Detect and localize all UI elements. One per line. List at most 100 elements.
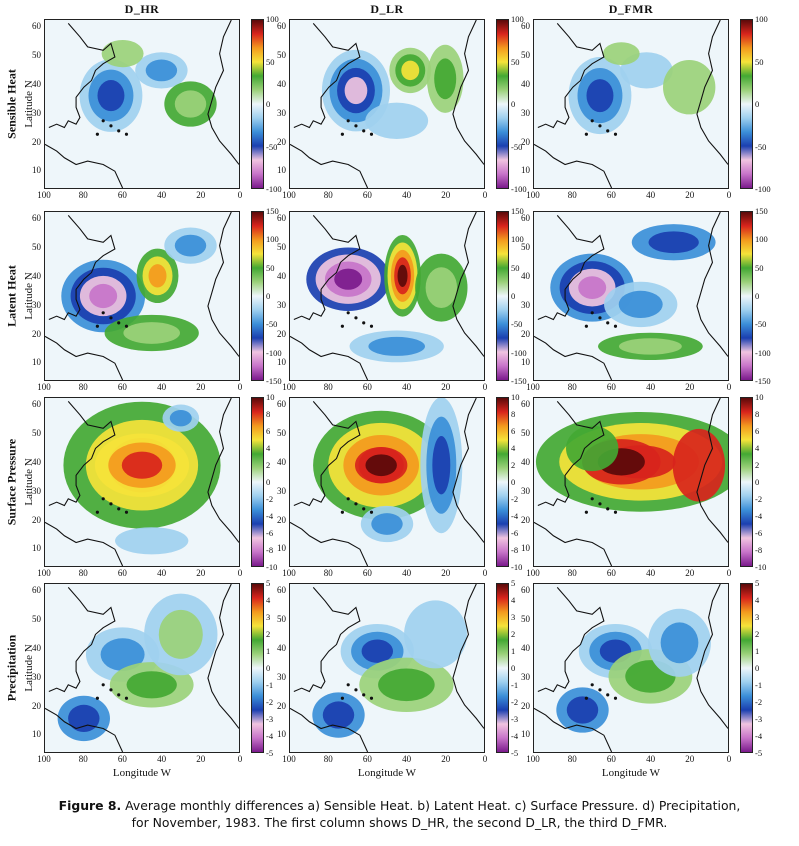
colorbar-tick-label: 10 xyxy=(755,392,764,402)
island xyxy=(354,502,358,506)
coastline xyxy=(696,212,728,357)
island xyxy=(590,497,594,501)
colorbar-tick-label: -6 xyxy=(266,528,274,538)
colorbar-tick-label: 1 xyxy=(511,646,516,656)
colorbar-tick-label: 0 xyxy=(511,477,516,487)
island xyxy=(346,683,350,687)
colorbar-tick-label: 5 xyxy=(511,578,516,588)
colorbar-tick-label: 150 xyxy=(755,206,768,216)
y-tick-label: 60 xyxy=(521,399,530,409)
coastline xyxy=(534,521,613,566)
colorbar-tick-label: 0 xyxy=(266,477,271,487)
map-panel xyxy=(289,19,485,189)
y-tick-label: 50 xyxy=(32,241,41,252)
y-tick-label: 40 xyxy=(32,270,41,281)
colorbar-tick-label: 100 xyxy=(511,234,524,245)
y-axis-label: Latitude N xyxy=(23,458,35,506)
y-axis-label: Latitude N xyxy=(23,644,35,692)
x-tick-label: 100 xyxy=(282,568,296,578)
x-tick-label: 60 xyxy=(606,190,616,200)
y-tick-label: 50 xyxy=(277,427,286,438)
column-title: D_HR xyxy=(124,2,160,16)
y-tick-label: 30 xyxy=(521,299,530,310)
colorbar-tick-label: 50 xyxy=(266,262,275,273)
island xyxy=(117,129,121,133)
colorbar-tick-label: 6 xyxy=(266,426,271,436)
colorbar-tick-label: 4 xyxy=(755,595,760,605)
anomaly-contour xyxy=(169,409,192,427)
map-panel xyxy=(533,397,729,567)
y-tick-label: 50 xyxy=(32,427,41,438)
colorbar xyxy=(740,583,753,753)
x-tick-label: 40 xyxy=(157,754,167,764)
island xyxy=(354,688,358,692)
anomaly-contour xyxy=(365,454,397,477)
x-tick-label: 20 xyxy=(685,382,695,392)
anomaly-contour xyxy=(158,609,203,659)
island xyxy=(354,124,358,128)
anomaly-contour xyxy=(148,264,167,288)
colorbar-tick-label: 0 xyxy=(266,291,271,301)
y-tick-label: 30 xyxy=(521,107,530,118)
map-panel xyxy=(44,397,240,567)
map-panel xyxy=(44,583,240,753)
coastline xyxy=(537,401,605,507)
colorbar-tick-label: 150 xyxy=(266,206,279,216)
colorbar-tick-label: 2 xyxy=(511,460,516,470)
colorbar-tick-label: -8 xyxy=(755,545,763,555)
map-panel xyxy=(533,19,729,189)
coastline xyxy=(207,20,239,165)
colorbar xyxy=(251,583,264,753)
y-tick-label: 50 xyxy=(277,241,286,252)
colorbar-tick-label: 50 xyxy=(511,56,520,67)
island xyxy=(354,316,358,320)
island xyxy=(124,132,129,136)
colorbar-tick-label: -150 xyxy=(755,376,771,386)
colorbar-tick-label: 1 xyxy=(755,646,760,656)
island xyxy=(606,129,610,133)
y-axis-label: Latitude N xyxy=(23,272,35,320)
coastline xyxy=(537,215,605,321)
colorbar-tick-label: 0 xyxy=(266,99,271,109)
y-tick-label: 60 xyxy=(277,585,286,595)
x-tick-label: 60 xyxy=(606,382,616,392)
island xyxy=(95,510,99,514)
coastline xyxy=(207,398,239,543)
colorbar-tick-label: 5 xyxy=(266,578,271,588)
colorbar-tick-label: 6 xyxy=(755,426,760,436)
colorbar-tick-label: 100 xyxy=(755,234,768,245)
island xyxy=(598,502,602,506)
island xyxy=(613,696,618,700)
x-axis-label: Longitude W xyxy=(357,767,417,779)
colorbar-tick-label: -6 xyxy=(511,528,519,538)
island xyxy=(340,132,344,136)
y-tick-label: 60 xyxy=(277,213,286,223)
y-tick-label: 20 xyxy=(277,700,286,711)
colorbar-tick-label: 100 xyxy=(511,14,524,24)
x-tick-label: 80 xyxy=(78,754,88,764)
caption-line-2: for November, 1983. The first column sho… xyxy=(131,815,668,830)
y-tick-label: 30 xyxy=(277,107,286,118)
colorbar-tick-label: 100 xyxy=(266,234,279,245)
y-tick-label: 40 xyxy=(521,270,530,281)
coastline xyxy=(48,401,116,507)
y-tick-label: 40 xyxy=(277,642,286,653)
colorbar-tick-label: -1 xyxy=(266,680,274,690)
anomaly-contour xyxy=(101,39,144,68)
colorbar-tick-label: -100 xyxy=(755,184,771,194)
colorbar-tick-label: -3 xyxy=(755,714,763,724)
y-tick-label: 60 xyxy=(521,21,530,31)
x-tick-label: 80 xyxy=(567,754,577,764)
anomaly-contour xyxy=(378,668,435,702)
colorbar-tick-label: 0 xyxy=(755,99,760,109)
colorbar-tick-label: 0 xyxy=(266,663,271,673)
y-tick-label: 10 xyxy=(521,165,530,176)
colorbar-tick-label: -5 xyxy=(511,748,519,758)
x-tick-label: 0 xyxy=(237,382,243,392)
y-tick-label: 30 xyxy=(32,485,41,496)
colorbar-tick-label: 0 xyxy=(755,291,760,301)
colorbar-tick-label: -2 xyxy=(266,697,274,707)
colorbar-tick-label: -50 xyxy=(755,319,767,330)
y-tick-label: 20 xyxy=(521,328,530,339)
y-tick-label: 40 xyxy=(277,456,286,467)
